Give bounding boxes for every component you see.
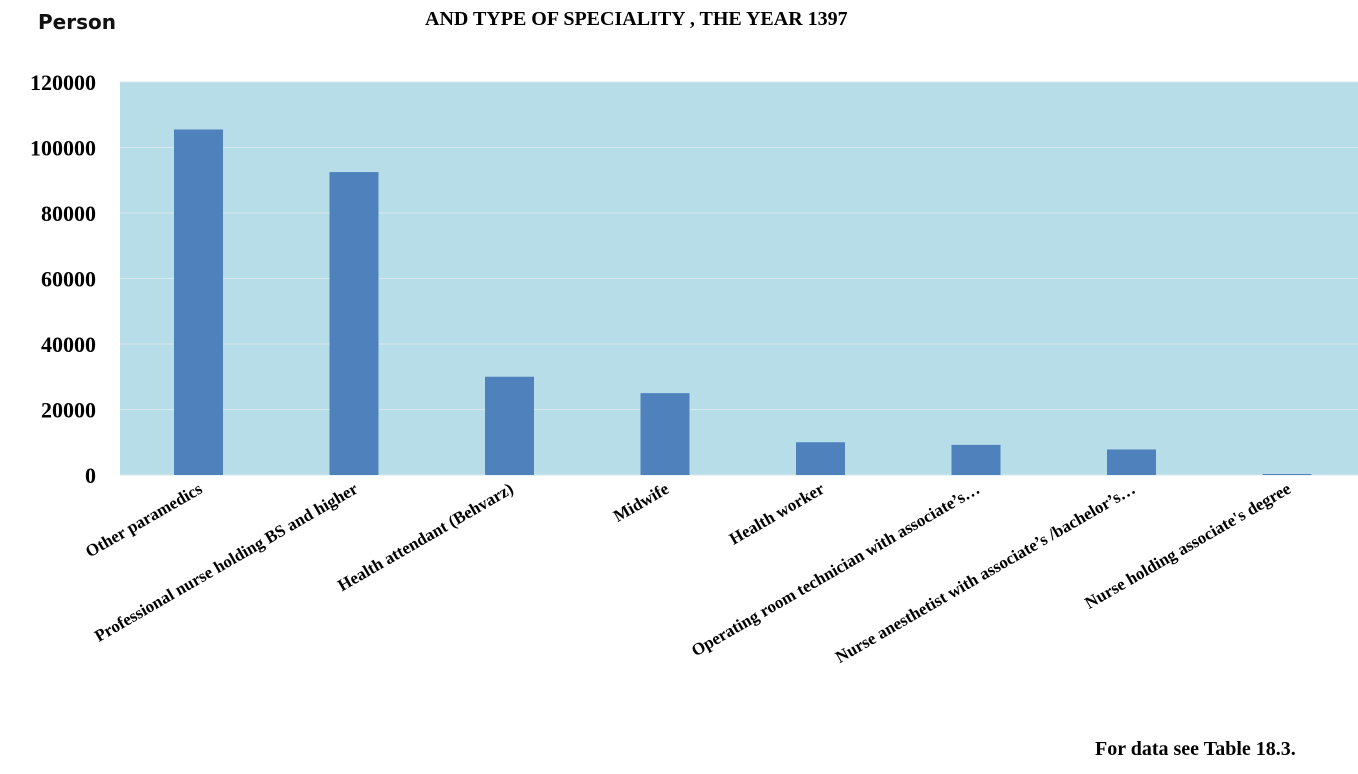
y-tick-label: 40000 xyxy=(41,332,96,357)
x-category-label: Midwife xyxy=(610,479,672,526)
source-note: For data see Table 18.3. xyxy=(1095,738,1296,760)
y-unit-label: Person xyxy=(38,10,116,34)
bar xyxy=(640,393,690,475)
y-tick-label: 120000 xyxy=(30,70,96,95)
bar xyxy=(1262,474,1312,476)
y-tick-label: 60000 xyxy=(41,267,96,292)
x-category-label: Health attendant (Behvarz) xyxy=(334,479,516,595)
bar xyxy=(951,444,1001,475)
y-axis-ticks: 0 20000 40000 60000 80000 100000 120000 xyxy=(30,70,96,488)
y-tick-label: 100000 xyxy=(30,136,96,161)
bar xyxy=(796,442,845,475)
y-tick-label: 20000 xyxy=(41,398,96,423)
x-category-label: Other paramedics xyxy=(82,479,206,561)
x-category-label: Operating room technician with associate… xyxy=(688,479,983,660)
bars xyxy=(174,129,1312,476)
bar xyxy=(485,376,534,475)
y-tick-label: 80000 xyxy=(41,201,96,226)
bar xyxy=(329,172,379,475)
x-category-label: Nurse anesthetist with associate’s /bach… xyxy=(832,479,1138,667)
x-category-label: Professional nurse holding BS and higher xyxy=(91,479,361,646)
bar xyxy=(1107,449,1156,475)
bar xyxy=(174,129,223,476)
x-category-label: Health worker xyxy=(726,479,828,549)
chart-title: AND TYPE OF SPECIALITY , THE YEAR 1397 xyxy=(425,8,848,30)
y-tick-label: 0 xyxy=(85,463,96,488)
